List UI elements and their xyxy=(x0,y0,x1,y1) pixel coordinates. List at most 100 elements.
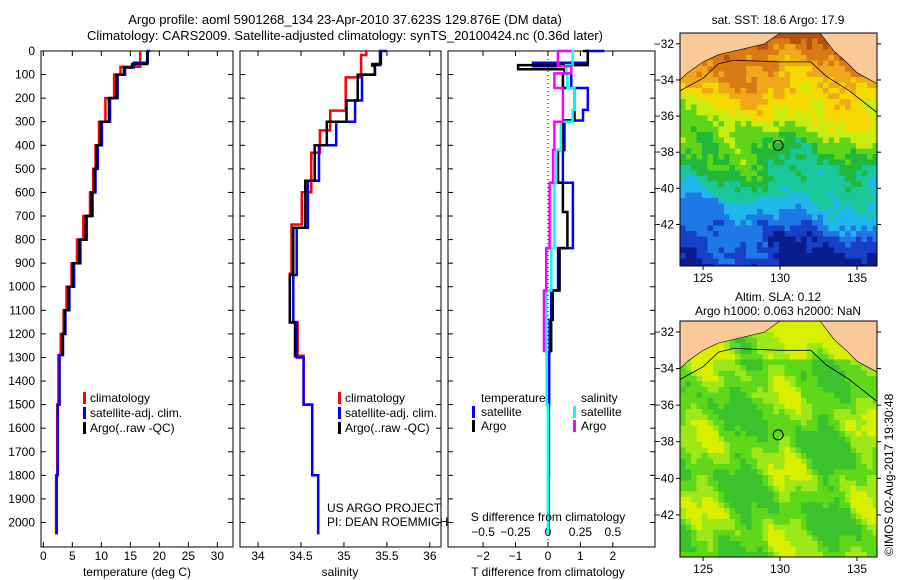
map-cell xyxy=(735,176,741,182)
map-cell xyxy=(779,475,785,481)
map-cell xyxy=(790,442,796,448)
map-cell xyxy=(784,187,791,193)
map-cell xyxy=(751,552,758,558)
map-cell xyxy=(768,71,774,78)
map-cell xyxy=(751,541,758,547)
map-cell xyxy=(707,381,714,388)
map-cell xyxy=(812,44,818,50)
map-cell xyxy=(718,387,725,393)
map-cell xyxy=(768,431,774,437)
map-cell xyxy=(735,475,741,481)
map-cell xyxy=(839,425,846,432)
map-cell xyxy=(801,165,807,171)
map-cell xyxy=(801,93,807,100)
map-cell xyxy=(696,365,703,371)
map-cell xyxy=(757,425,763,432)
map-cell xyxy=(850,491,857,498)
map-cell xyxy=(707,214,714,221)
map-cell xyxy=(718,442,725,448)
map-cell xyxy=(707,524,714,531)
map-cell xyxy=(729,187,736,193)
map-cell xyxy=(746,348,752,355)
map-cell xyxy=(845,453,851,459)
map-cell xyxy=(795,464,802,470)
map-cell xyxy=(784,447,791,454)
map-cell xyxy=(707,469,714,476)
map-cell xyxy=(872,231,878,237)
map-cell xyxy=(823,541,829,547)
map-cell xyxy=(707,143,714,149)
map-cell xyxy=(691,376,697,382)
s-diff-axis-label: S difference from climatology xyxy=(471,510,626,524)
map-cell xyxy=(817,486,824,492)
map-cell xyxy=(680,370,686,377)
map-cell xyxy=(685,409,692,415)
map-cell xyxy=(707,541,714,547)
map-cell xyxy=(845,132,851,138)
map-cell xyxy=(784,480,791,487)
map-cell xyxy=(823,535,829,542)
map-cell xyxy=(812,458,818,465)
map-cell xyxy=(751,502,758,509)
map-cell xyxy=(861,442,868,448)
map-cell xyxy=(817,464,824,470)
map-cell xyxy=(790,552,796,558)
map-cell xyxy=(795,121,802,127)
map-cell xyxy=(845,469,851,476)
map-cell xyxy=(773,176,780,182)
map-cell xyxy=(823,398,829,404)
map-cell xyxy=(680,137,686,144)
map-cell xyxy=(713,137,719,144)
map-cell xyxy=(801,66,807,72)
map-cell xyxy=(872,137,878,144)
map-cell xyxy=(740,192,747,199)
map-cell xyxy=(861,198,868,204)
map-cell xyxy=(740,541,747,547)
map-cell xyxy=(817,546,824,553)
map-cell xyxy=(845,546,851,553)
map-cell xyxy=(691,253,697,259)
map-cell xyxy=(850,154,857,160)
map-cell xyxy=(680,436,686,443)
map-cell xyxy=(685,137,692,144)
map-cell xyxy=(768,513,774,520)
map-cell xyxy=(834,431,840,437)
map-cell xyxy=(839,187,846,193)
map-cell xyxy=(735,242,741,248)
map-cell xyxy=(795,126,802,133)
map-cell xyxy=(839,209,846,215)
map-cell xyxy=(702,431,708,437)
map-cell xyxy=(696,66,703,72)
map-cell xyxy=(702,247,708,254)
map-cell xyxy=(696,486,703,492)
map-cell xyxy=(834,387,840,393)
map-cell xyxy=(768,453,774,459)
map-cell xyxy=(856,420,862,426)
map-cell xyxy=(751,93,758,100)
map-cell xyxy=(806,354,813,360)
map-cell xyxy=(718,71,725,78)
map-cell xyxy=(861,546,868,553)
map-cell xyxy=(773,198,780,204)
map-cell xyxy=(735,365,741,371)
map-cell xyxy=(867,176,873,182)
map-cell xyxy=(850,464,857,470)
map-cell xyxy=(834,348,840,355)
x-tick-label: 0 xyxy=(545,549,552,563)
map-cell xyxy=(856,88,862,94)
map-cell xyxy=(762,535,769,542)
map-cell xyxy=(746,49,752,56)
map-cell xyxy=(779,264,785,267)
map-cell xyxy=(746,398,752,404)
map-cell xyxy=(801,242,807,248)
map-cell xyxy=(784,115,791,122)
map-cell xyxy=(790,508,796,514)
map-cell xyxy=(801,381,807,388)
map-cell xyxy=(828,88,835,94)
map-cell xyxy=(696,93,703,100)
map-cell xyxy=(795,154,802,160)
map-cell xyxy=(823,464,829,470)
map-cell xyxy=(790,354,796,360)
map-cell xyxy=(790,475,796,481)
